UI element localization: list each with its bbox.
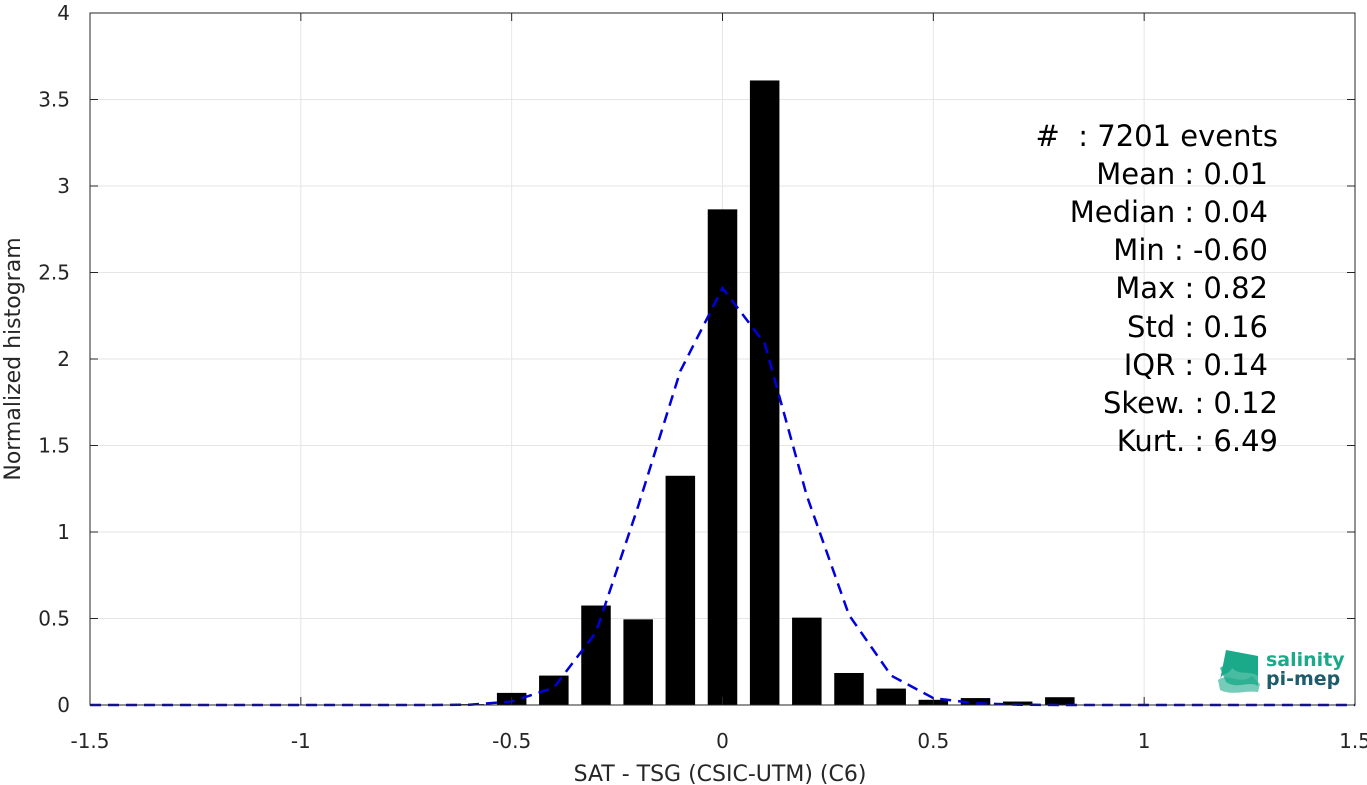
y-tick-label: 4: [57, 1, 70, 25]
histogram-bar: [581, 605, 611, 705]
y-tick-label: 3.5: [38, 88, 70, 112]
histogram-bar: [1045, 697, 1075, 705]
y-axis-title: Normalized histogram: [1, 237, 26, 480]
y-tick-label: 1.5: [38, 434, 70, 458]
salinity-pi-mep-logo: salinity pi-mep: [1218, 649, 1345, 693]
x-tick-label: -1: [291, 729, 311, 753]
stat-events: # : 7201 events: [1036, 119, 1278, 153]
y-tick-labels: 0 0.5 1 1.5 2 2.5 3 3.5 4: [38, 1, 70, 717]
y-tick-label: 3: [57, 174, 70, 198]
histogram-bar: [707, 209, 738, 706]
x-tick-label: 0.5: [917, 729, 949, 753]
histogram-bar: [960, 698, 991, 705]
histogram-bar: [876, 688, 906, 705]
histogram-bar: [792, 617, 822, 705]
stat-mean: Mean : 0.01: [1096, 157, 1268, 191]
histogram-bar: [749, 80, 780, 706]
logo-text-salinity: salinity: [1266, 649, 1345, 671]
y-tick-label: 0: [57, 693, 70, 717]
stat-skew: Skew. : 0.12: [1103, 386, 1278, 420]
x-tick-label: 1: [1138, 729, 1151, 753]
histogram-bar: [665, 475, 696, 705]
histogram-bar: [1002, 701, 1033, 705]
y-tick-label: 1: [57, 520, 70, 544]
x-axis-title: SAT - TSG (CSIC-UTM) (C6): [574, 762, 867, 785]
stat-min: Min : -0.60: [1113, 233, 1268, 267]
x-tick-label: 1.5: [1339, 729, 1367, 753]
stat-std: Std : 0.16: [1127, 310, 1268, 344]
stat-iqr: IQR : 0.14: [1124, 348, 1268, 382]
logo-wave-icon: [1218, 650, 1260, 693]
y-tick-label: 2.5: [38, 261, 70, 285]
histogram-bar: [623, 619, 653, 705]
axis-ticks: [89, 12, 1356, 706]
histogram-bars: [454, 80, 1075, 706]
logo-text-pi-mep: pi-mep: [1266, 668, 1340, 690]
y-tick-label: 0.5: [38, 607, 70, 631]
stat-max: Max : 0.82: [1115, 271, 1268, 305]
x-tick-label: -1.5: [70, 729, 109, 753]
stats-block: # : 7201 events Mean : 0.01 Median : 0.0…: [1036, 119, 1278, 458]
y-tick-label: 2: [57, 347, 70, 371]
x-tick-labels: -1.5 -1 -0.5 0 0.5 1 1.5: [70, 729, 1367, 753]
stat-median: Median : 0.04: [1070, 195, 1268, 229]
x-tick-label: 0: [716, 729, 729, 753]
stat-kurt: Kurt. : 6.49: [1117, 424, 1278, 458]
x-tick-label: -0.5: [492, 729, 531, 753]
histogram-bar: [834, 672, 864, 705]
